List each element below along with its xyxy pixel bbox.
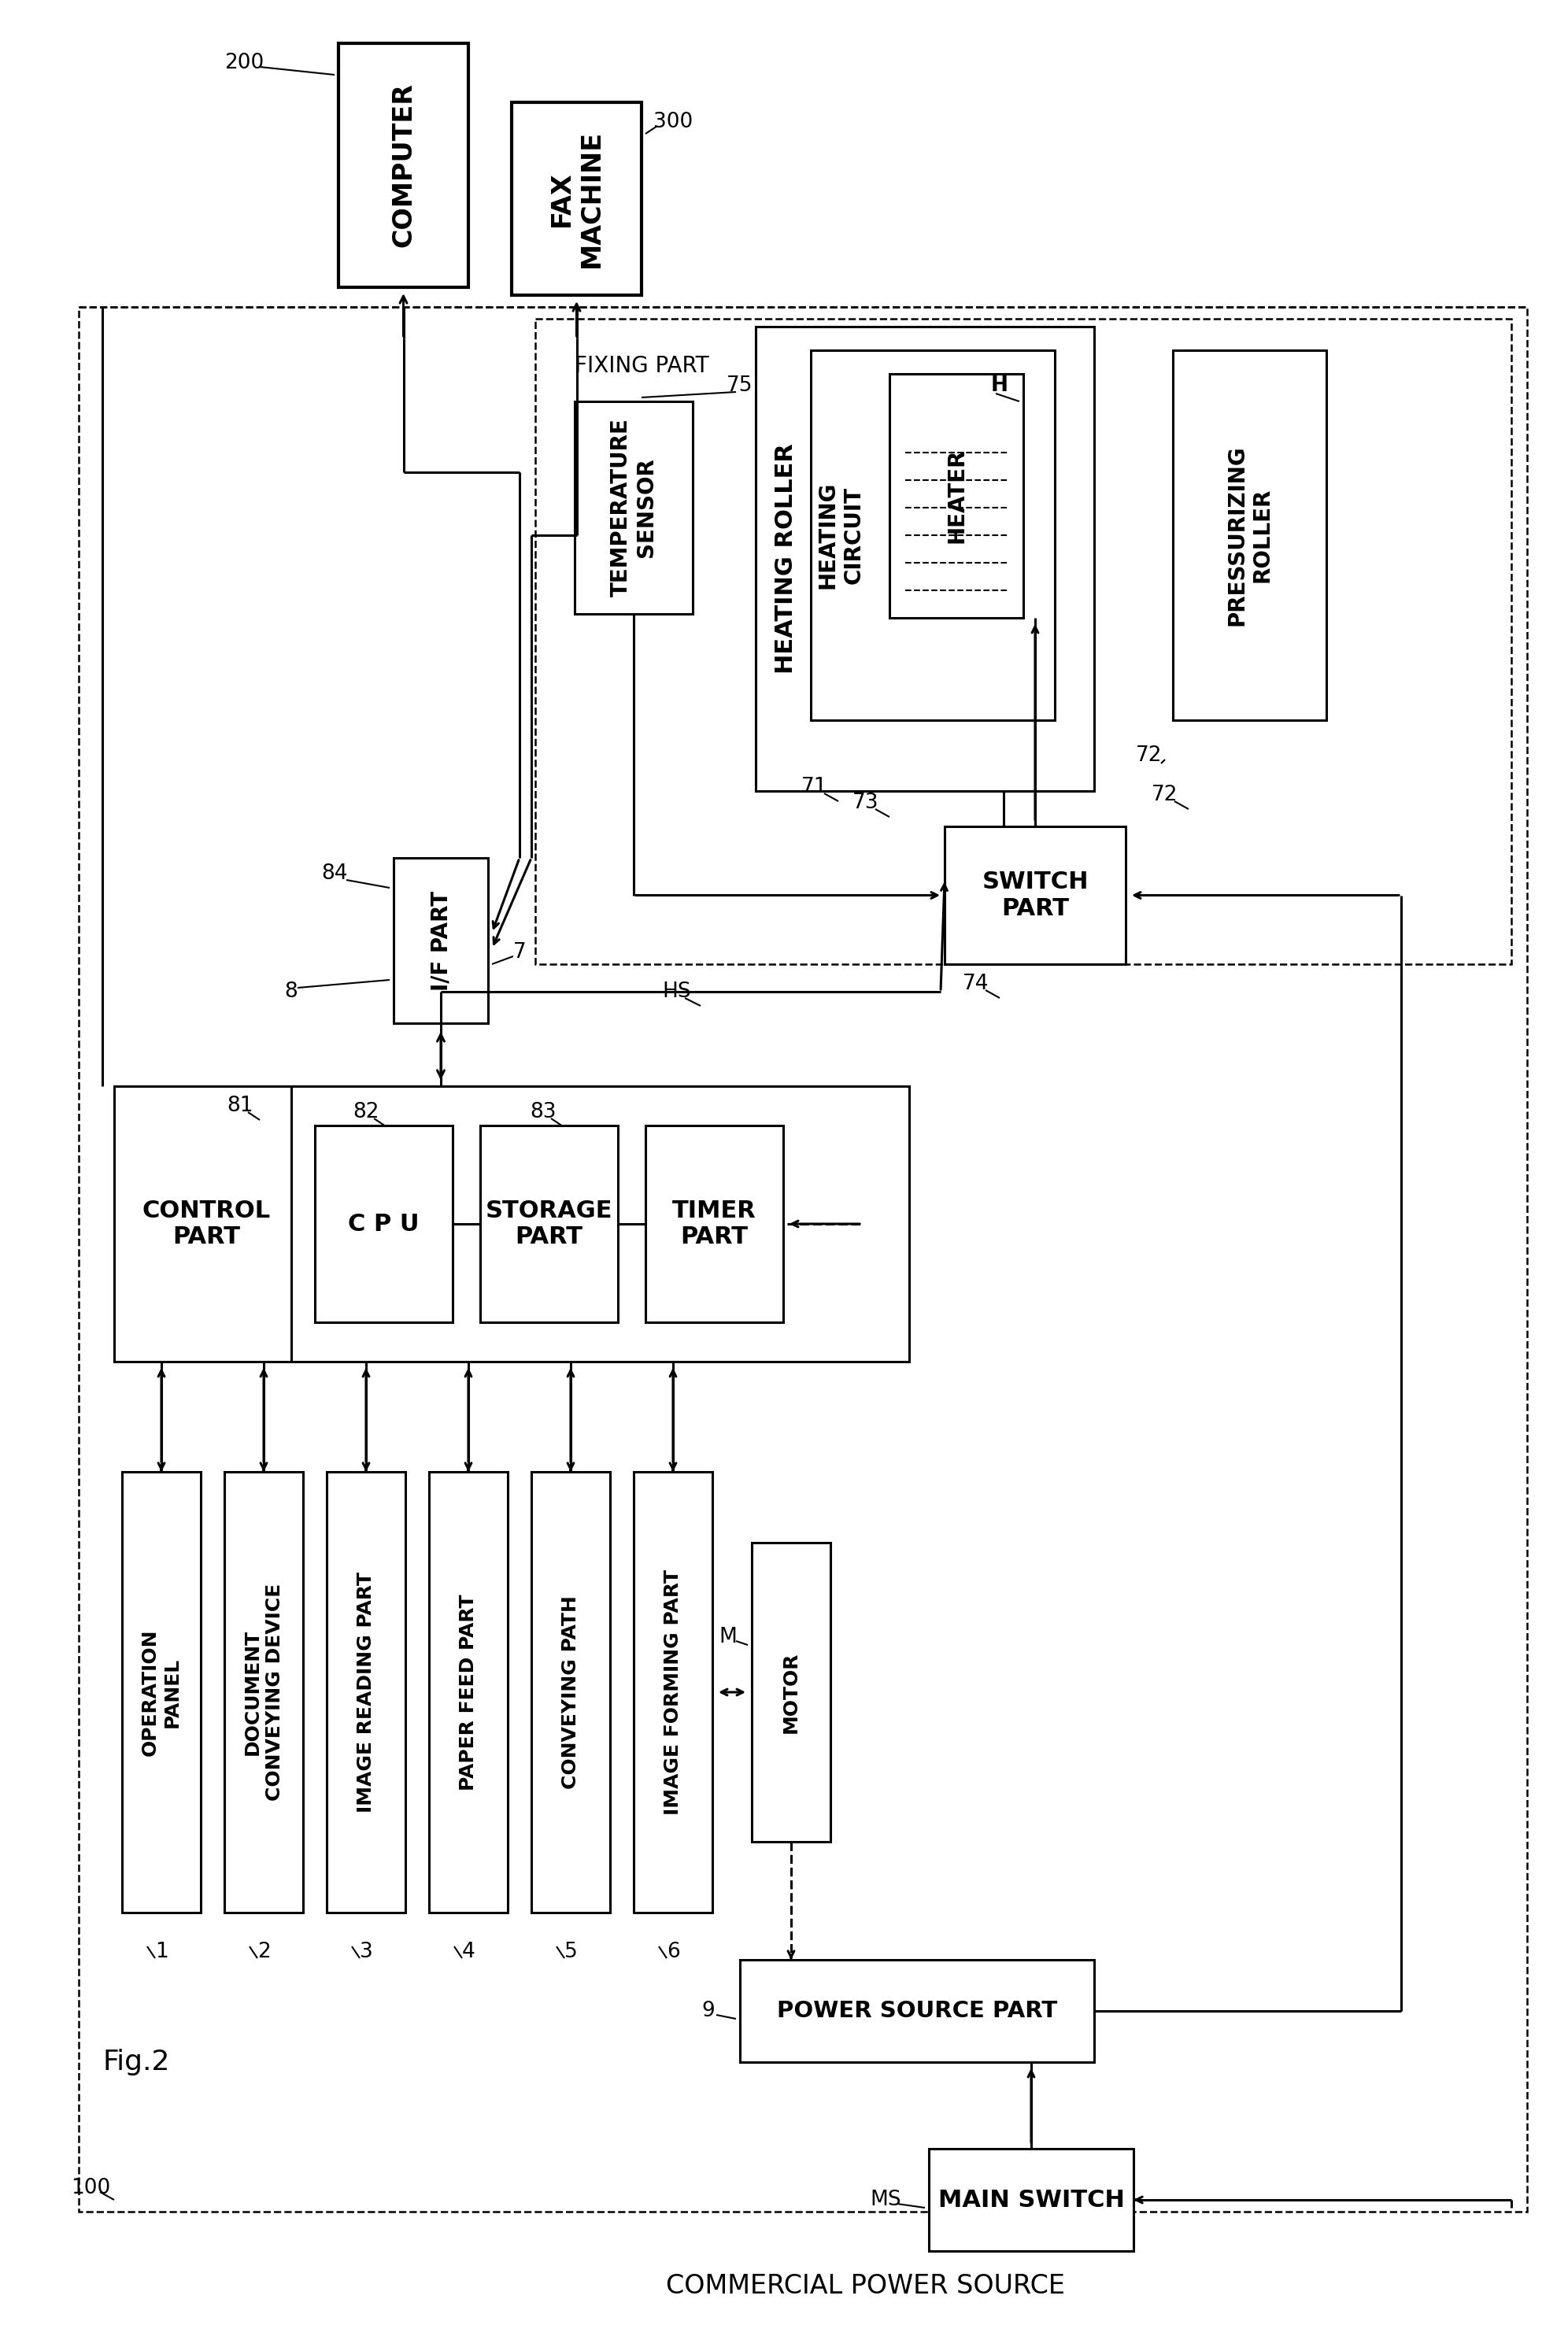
Text: STORAGE
PART: STORAGE PART (486, 1200, 613, 1249)
Text: 74: 74 (963, 974, 989, 995)
Text: HEATING ROLLER: HEATING ROLLER (775, 444, 797, 674)
Bar (574, 402, 693, 614)
Text: OPERATION
PANEL: OPERATION PANEL (141, 1627, 182, 1755)
Text: MOTOR: MOTOR (781, 1651, 801, 1732)
Text: H: H (991, 374, 1008, 395)
Text: IMAGE READING PART: IMAGE READING PART (356, 1572, 375, 1814)
Bar (394, 858, 488, 1023)
Text: 75: 75 (726, 374, 753, 395)
Text: I/F PART: I/F PART (430, 890, 452, 990)
Text: FIXING PART: FIXING PART (574, 356, 709, 377)
Bar (811, 351, 1055, 721)
Bar (430, 1472, 508, 1913)
Text: 7: 7 (513, 942, 527, 963)
Text: Fig.2: Fig.2 (102, 2048, 169, 2076)
Text: TIMER
PART: TIMER PART (673, 1200, 756, 1249)
Text: 5: 5 (564, 1941, 577, 1962)
Bar (114, 1086, 909, 1362)
Text: COMPUTER: COMPUTER (390, 84, 417, 246)
Text: 2: 2 (257, 1941, 270, 1962)
Text: SWITCH
PART: SWITCH PART (982, 870, 1088, 921)
Text: C P U: C P U (348, 1211, 419, 1235)
Text: DOCUMENT
CONVEYING DEVICE: DOCUMENT CONVEYING DEVICE (243, 1583, 284, 1802)
Text: MS: MS (870, 2190, 902, 2211)
Text: 8: 8 (285, 981, 298, 1002)
Text: COMMERCIAL POWER SOURCE: COMMERCIAL POWER SOURCE (666, 2274, 1065, 2299)
Text: CONVEYING PATH: CONVEYING PATH (561, 1595, 580, 1788)
Text: IMAGE FORMING PART: IMAGE FORMING PART (663, 1569, 682, 1816)
Text: MAIN SWITCH: MAIN SWITCH (938, 2188, 1124, 2211)
Text: 1: 1 (155, 1941, 168, 1962)
Bar (740, 1960, 1094, 2062)
Text: 6: 6 (666, 1941, 679, 1962)
Bar (532, 1472, 610, 1913)
Bar (480, 1125, 618, 1323)
Text: 9: 9 (702, 2002, 715, 2020)
Text: M: M (720, 1627, 737, 1648)
Text: HEATING
CIRCUIT: HEATING CIRCUIT (817, 481, 864, 588)
Bar (78, 307, 1527, 2211)
Bar (315, 1125, 453, 1323)
Text: 71: 71 (801, 777, 828, 797)
Bar (756, 326, 1094, 791)
Text: CONTROL
PART: CONTROL PART (143, 1200, 271, 1249)
Bar (928, 2148, 1134, 2251)
Bar (751, 1544, 831, 1841)
Text: PRESSURIZING
ROLLER: PRESSURIZING ROLLER (1226, 444, 1273, 625)
Text: FAX
MACHINE: FAX MACHINE (549, 130, 605, 267)
Bar (944, 825, 1126, 965)
Text: 84: 84 (321, 863, 348, 884)
Text: 83: 83 (530, 1102, 557, 1123)
Text: POWER SOURCE PART: POWER SOURCE PART (776, 2000, 1057, 2023)
Text: 72: 72 (1152, 786, 1178, 804)
Text: 200: 200 (224, 53, 263, 72)
Bar (224, 1472, 303, 1913)
Text: TEMPERATURE
SENSOR: TEMPERATURE SENSOR (610, 419, 657, 598)
Bar (633, 1472, 712, 1913)
Bar (511, 102, 641, 295)
Text: 72: 72 (1137, 746, 1162, 765)
Text: PAPER FEED PART: PAPER FEED PART (459, 1595, 478, 1790)
Text: HEATER: HEATER (946, 449, 967, 544)
Bar (535, 319, 1512, 965)
Text: HS: HS (663, 981, 691, 1002)
Text: 82: 82 (353, 1102, 379, 1123)
Text: 81: 81 (227, 1095, 254, 1116)
Bar (122, 1472, 201, 1913)
Bar (1173, 351, 1327, 721)
Text: 300: 300 (654, 112, 693, 133)
Text: 100: 100 (71, 2179, 110, 2197)
Text: 3: 3 (359, 1941, 373, 1962)
Text: 4: 4 (461, 1941, 475, 1962)
Bar (339, 44, 469, 288)
Bar (646, 1125, 782, 1323)
Bar (326, 1472, 406, 1913)
Bar (889, 374, 1024, 618)
Text: 73: 73 (853, 793, 880, 814)
